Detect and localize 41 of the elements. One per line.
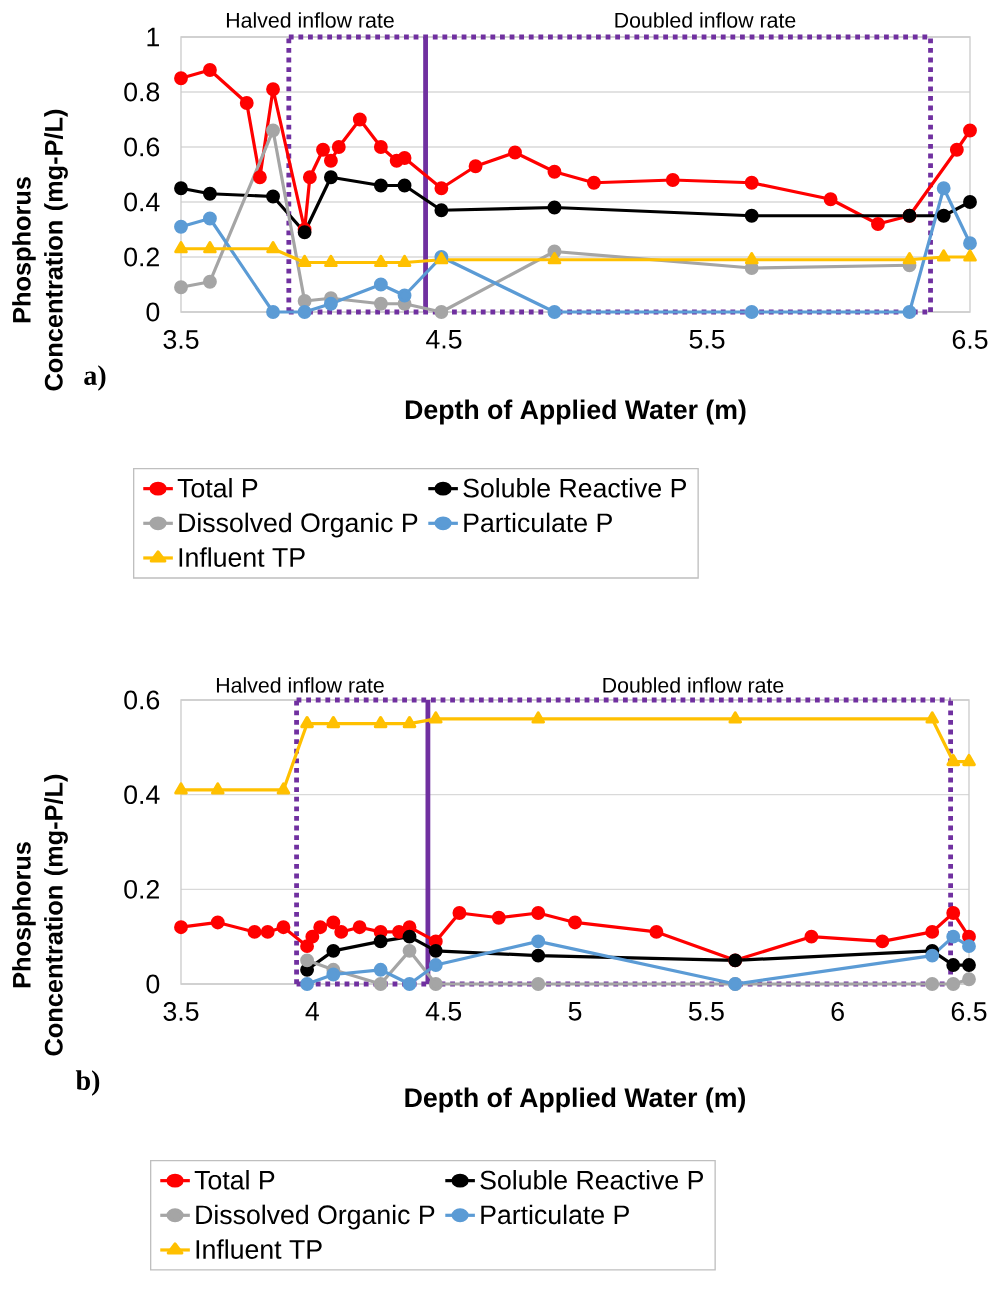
legend-label: Total P bbox=[177, 478, 258, 498]
x-tick-label: 4 bbox=[305, 1002, 319, 1021]
legend-label: Total P bbox=[194, 1169, 275, 1190]
x-tick-label: 6.5 bbox=[952, 330, 988, 349]
y-tick-label: 0.8 bbox=[124, 82, 160, 102]
legend-label: Particulate P bbox=[464, 512, 612, 533]
legend-label: Influent TP bbox=[179, 547, 305, 567]
legend-label: Particulate P bbox=[481, 1204, 629, 1225]
legend-label: Soluble Reactive P bbox=[463, 478, 686, 498]
text: Doubled inflow rate bbox=[615, 12, 796, 28]
x-tick-label: 4.5 bbox=[425, 1002, 462, 1021]
x-tick-label: 3.5 bbox=[163, 1002, 199, 1021]
y-tick-label: 0.2 bbox=[124, 879, 159, 899]
x-tick-label: 5 bbox=[568, 1002, 582, 1021]
legend-label: Soluble Reactive P bbox=[480, 1169, 703, 1190]
legend-label: Dissolved Organic P bbox=[196, 1204, 435, 1230]
x-tick-label: 5.5 bbox=[689, 330, 725, 349]
y-tick-label: 0.4 bbox=[124, 192, 160, 212]
y-tick-label: 0.6 bbox=[124, 690, 160, 710]
y-tick-label: 0.2 bbox=[124, 247, 159, 267]
x-tick-label: 3.5 bbox=[163, 330, 199, 349]
text: b) bbox=[75, 1070, 100, 1096]
text: Halved inflow rate bbox=[226, 12, 394, 28]
text: Doubled inflow rate bbox=[603, 677, 784, 693]
y-tick-label: 0.4 bbox=[124, 785, 160, 805]
text: a) bbox=[84, 365, 106, 391]
y-tick-label: 0 bbox=[146, 974, 160, 994]
legend-label: Influent TP bbox=[196, 1239, 322, 1259]
y-axis-title: Phosphorus Concentration (mg-P/L) bbox=[12, 109, 68, 391]
x-tick-label: 6 bbox=[831, 1002, 844, 1021]
y-axis-title: Phosphorus Concentration (mg-P/L) bbox=[12, 774, 68, 1056]
x-axis-title: Depth of Applied Water (m) bbox=[405, 399, 746, 425]
legend-label: Dissolved Organic P bbox=[179, 512, 418, 538]
x-tick-label: 4.5 bbox=[426, 330, 462, 349]
y-tick-label: 0 bbox=[146, 302, 160, 322]
y-tick-label: 1 bbox=[147, 27, 159, 47]
x-axis-title: Depth of Applied Water (m) bbox=[405, 1087, 746, 1113]
text: Halved inflow rate bbox=[216, 677, 384, 693]
x-tick-label: 5.5 bbox=[688, 1002, 724, 1021]
y-tick-label: 0.6 bbox=[124, 137, 160, 157]
x-tick-label: 6.5 bbox=[951, 1002, 987, 1021]
